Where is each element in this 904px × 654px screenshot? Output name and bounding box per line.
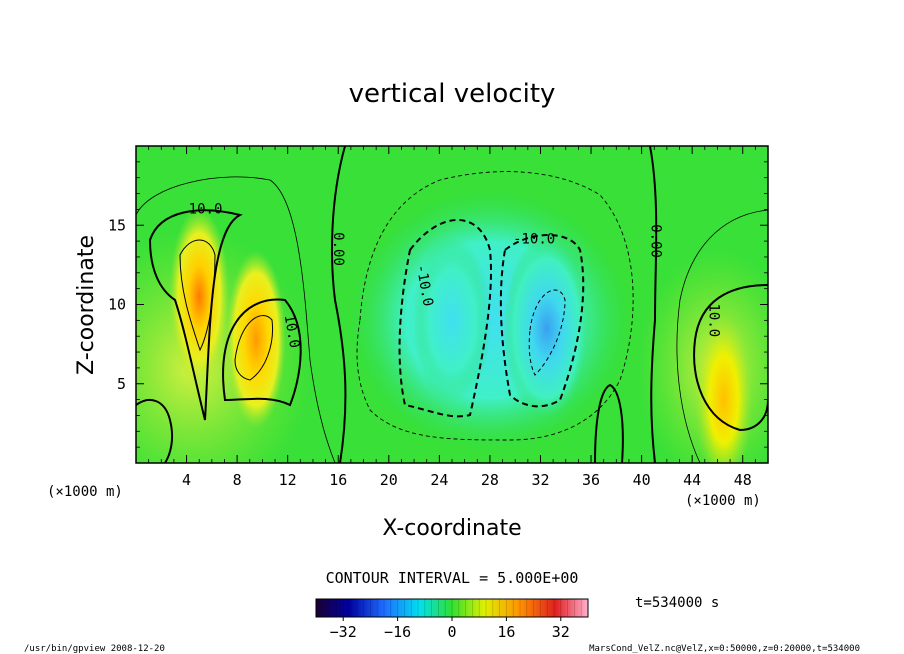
contour-labels: 10.0 10.0 0.00 -10.0 -10.0 0.00 10.0 [189,201,722,349]
contour-10-left [148,209,243,421]
plot-area: 10.0 10.0 0.00 -10.0 -10.0 0.00 10.0 [136,146,768,463]
x-axis-unit-right: (×1000 m) [685,493,761,509]
contour-20-a [179,239,216,352]
contour-neg20 [528,289,566,376]
field-features [136,190,768,463]
chart-title: vertical velocity [349,79,556,109]
x-axis-unit-left: (×1000 m) [47,484,123,500]
x-tick-label: 12 [279,471,297,489]
colorbar-tick-label: −16 [384,623,411,641]
downdraft-core [412,237,492,404]
contour-bottom-a [136,399,174,463]
contour-lines [136,146,768,463]
contour-10-mid [222,298,302,407]
contour-label: -10.0 [413,263,436,307]
footer-right: MarsCond_VelZ.nc@VelZ,x=0:50000,z=0:2000… [589,644,860,654]
x-tick-label: 20 [380,471,398,489]
footer-left: /usr/bin/gpview 2008-12-20 [24,644,165,654]
x-tick-label: 36 [582,471,600,489]
updraft-core [694,313,753,463]
contour-10-right [693,284,768,432]
contour-interval-text: CONTOUR INTERVAL = 5.000E+00 [326,569,579,587]
contour-zero-right [649,146,658,463]
contour-20-b [234,315,274,381]
contour-bottom-b [594,383,624,463]
contour-label: 0.00 [330,232,346,266]
y-tick-label: 10 [108,296,126,314]
contour-label: -10.0 [513,232,555,248]
colorbar-ticks: −32 −16 0 16 32 [322,599,582,641]
contour-label: 10.0 [281,313,303,349]
y-axis: 5 10 15 [108,161,768,448]
contour-thin-left [136,176,336,463]
contour-label: 0.00 [648,224,664,258]
y-tick-label: 15 [108,216,126,234]
colorbar-tick-label: 0 [447,623,456,641]
y-tick-label: 5 [117,375,126,393]
x-tick-label: 32 [531,471,549,489]
updraft-core [226,250,286,429]
contour-label: 10.0 [706,303,722,337]
x-tick-label: 8 [233,471,242,489]
x-tick-label: 44 [683,471,701,489]
downdraft-core [503,235,591,421]
time-label: t=534000 s [635,595,719,611]
x-tick-label: 28 [481,471,499,489]
x-axis: 4 8 12 16 20 24 28 32 36 40 44 48 [148,146,756,489]
contour-label: 10.0 [189,201,223,217]
x-tick-label: 40 [633,471,651,489]
contour-zero-left [331,146,347,463]
x-tick-label: 48 [734,471,752,489]
x-axis-label: X-coordinate [382,516,521,541]
colorbar-tick-label: 16 [497,623,515,641]
x-tick-label: 24 [430,471,448,489]
contour-neg5 [356,171,634,441]
updraft-core [169,206,230,387]
contour-thin-right [676,209,768,463]
colorbar-tick-label: 32 [552,623,570,641]
y-axis-label: Z-coordinate [74,235,99,375]
contour-neg10-a [398,219,492,418]
x-tick-label: 4 [182,471,191,489]
x-tick-label: 16 [329,471,347,489]
colorbar-tick-label: −32 [330,623,357,641]
contour-neg10-b [499,234,585,408]
